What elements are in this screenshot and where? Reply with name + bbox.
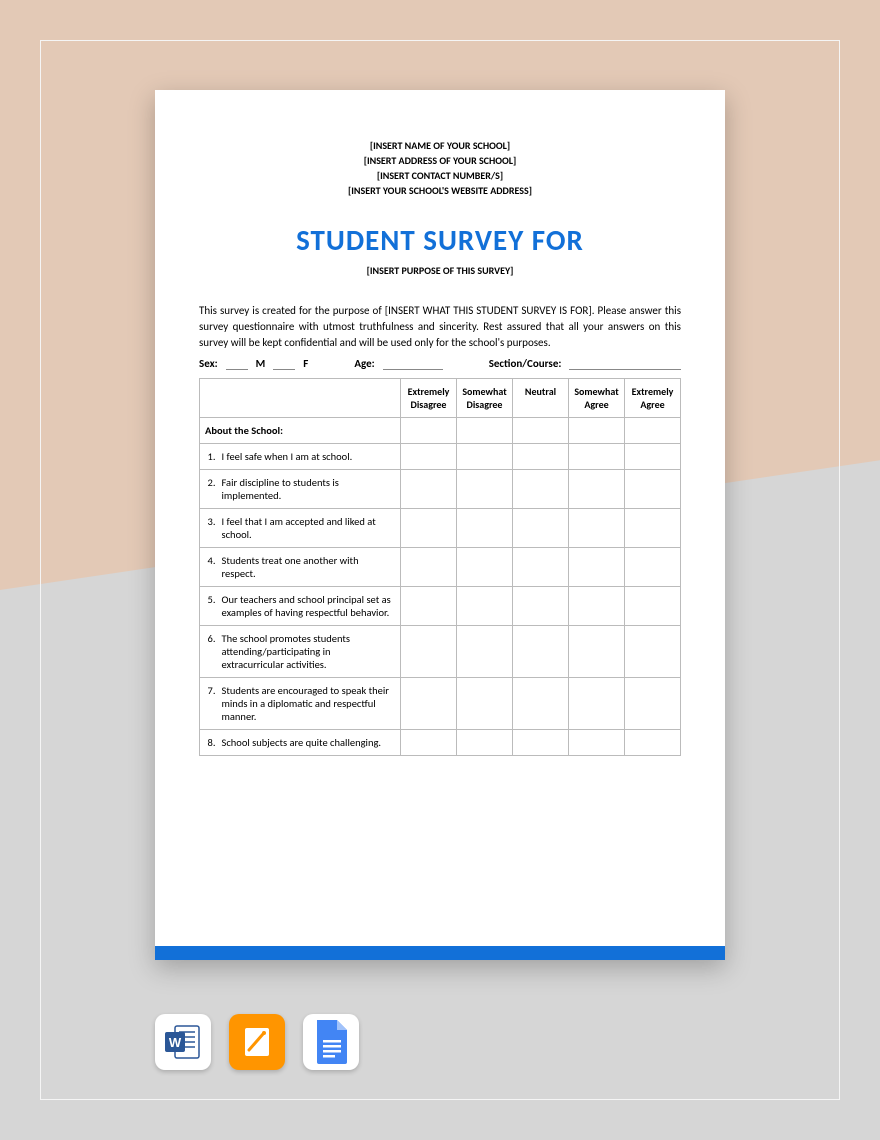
- rating-cell[interactable]: [401, 586, 457, 625]
- rating-cell[interactable]: [569, 677, 625, 729]
- rating-cell[interactable]: [625, 729, 681, 755]
- table-row: 2.Fair discipline to students is impleme…: [200, 469, 681, 508]
- page-subtitle: [INSERT PURPOSE OF THIS SURVEY]: [199, 264, 681, 277]
- rating-cell[interactable]: [569, 469, 625, 508]
- rating-cell[interactable]: [625, 469, 681, 508]
- question-number: 2.: [200, 469, 218, 508]
- rating-cell[interactable]: [569, 547, 625, 586]
- question-text: I feel that I am accepted and liked at s…: [218, 508, 401, 547]
- rating-cell[interactable]: [457, 508, 513, 547]
- rating-cell[interactable]: [401, 508, 457, 547]
- rating-cell[interactable]: [457, 443, 513, 469]
- footer-accent-bar: [155, 946, 725, 960]
- col-header: Somewhat Agree: [569, 378, 625, 417]
- demographics-row: Sex: M F Age: Section/Course:: [199, 357, 681, 370]
- age-label: Age:: [354, 357, 374, 370]
- question-number: 7.: [200, 677, 218, 729]
- word-icon[interactable]: W: [155, 1014, 211, 1070]
- col-header: Neutral: [513, 378, 569, 417]
- question-text: Students are encouraged to speak their m…: [218, 677, 401, 729]
- rating-cell[interactable]: [513, 729, 569, 755]
- rating-cell[interactable]: [513, 469, 569, 508]
- rating-cell[interactable]: [569, 508, 625, 547]
- rating-cell[interactable]: [457, 677, 513, 729]
- rating-cell[interactable]: [569, 443, 625, 469]
- svg-text:W: W: [169, 1035, 182, 1050]
- question-number: 4.: [200, 547, 218, 586]
- rating-cell[interactable]: [401, 443, 457, 469]
- table-row: 4.Students treat one another with respec…: [200, 547, 681, 586]
- table-row: 6.The school promotes students attending…: [200, 625, 681, 677]
- sex-m-blank[interactable]: [226, 357, 248, 370]
- rating-cell[interactable]: [625, 625, 681, 677]
- rating-cell[interactable]: [457, 586, 513, 625]
- question-number: 1.: [200, 443, 218, 469]
- section-label: Section/Course:: [489, 357, 562, 370]
- section-title: About the School:: [200, 417, 401, 443]
- col-header: Extremely Disagree: [401, 378, 457, 417]
- rating-cell[interactable]: [625, 586, 681, 625]
- question-number: 5.: [200, 586, 218, 625]
- question-text: School subjects are quite challenging.: [218, 729, 401, 755]
- rating-cell[interactable]: [401, 625, 457, 677]
- section-row: About the School:: [200, 417, 681, 443]
- question-text: Students treat one another with respect.: [218, 547, 401, 586]
- rating-cell[interactable]: [513, 508, 569, 547]
- table-row: 5.Our teachers and school principal set …: [200, 586, 681, 625]
- section-blank[interactable]: [569, 357, 681, 370]
- question-number: 6.: [200, 625, 218, 677]
- table-row: 3.I feel that I am accepted and liked at…: [200, 508, 681, 547]
- school-contact: [INSERT CONTACT NUMBER/S]: [199, 168, 681, 183]
- m-label: M: [256, 357, 266, 370]
- table-row: 7.Students are encouraged to speak their…: [200, 677, 681, 729]
- question-text: Our teachers and school principal set as…: [218, 586, 401, 625]
- rating-cell[interactable]: [569, 586, 625, 625]
- sex-f-blank[interactable]: [273, 357, 295, 370]
- rating-cell[interactable]: [513, 443, 569, 469]
- rating-cell[interactable]: [401, 469, 457, 508]
- intro-paragraph: This survey is created for the purpose o…: [199, 303, 681, 351]
- question-text: The school promotes students attending/p…: [218, 625, 401, 677]
- question-text: I feel safe when I am at school.: [218, 443, 401, 469]
- rating-cell[interactable]: [625, 677, 681, 729]
- f-label: F: [303, 357, 308, 370]
- table-row: 1.I feel safe when I am at school.: [200, 443, 681, 469]
- rating-cell[interactable]: [625, 443, 681, 469]
- age-blank[interactable]: [383, 357, 443, 370]
- format-icons-row: W: [155, 1014, 359, 1070]
- rating-cell[interactable]: [513, 547, 569, 586]
- table-row: 8.School subjects are quite challenging.: [200, 729, 681, 755]
- rating-cell[interactable]: [513, 677, 569, 729]
- survey-table: Extremely Disagree Somewhat Disagree Neu…: [199, 378, 681, 756]
- rating-cell[interactable]: [401, 547, 457, 586]
- col-header: Somewhat Disagree: [457, 378, 513, 417]
- rating-cell[interactable]: [569, 625, 625, 677]
- rating-cell[interactable]: [513, 586, 569, 625]
- col-header: Extremely Agree: [625, 378, 681, 417]
- page-title: STUDENT SURVEY FOR: [199, 222, 681, 258]
- pages-icon[interactable]: [229, 1014, 285, 1070]
- school-header: [INSERT NAME OF YOUR SCHOOL] [INSERT ADD…: [199, 138, 681, 198]
- rating-cell[interactable]: [569, 729, 625, 755]
- table-header-row: Extremely Disagree Somewhat Disagree Neu…: [200, 378, 681, 417]
- rating-cell[interactable]: [457, 625, 513, 677]
- rating-cell[interactable]: [457, 547, 513, 586]
- gdocs-icon[interactable]: [303, 1014, 359, 1070]
- school-name: [INSERT NAME OF YOUR SCHOOL]: [199, 138, 681, 153]
- school-website: [INSERT YOUR SCHOOL'S WEBSITE ADDRESS]: [199, 183, 681, 198]
- rating-cell[interactable]: [457, 469, 513, 508]
- sex-label: Sex:: [199, 357, 218, 370]
- rating-cell[interactable]: [401, 729, 457, 755]
- school-address: [INSERT ADDRESS OF YOUR SCHOOL]: [199, 153, 681, 168]
- rating-cell[interactable]: [625, 508, 681, 547]
- question-number: 8.: [200, 729, 218, 755]
- document-page: [INSERT NAME OF YOUR SCHOOL] [INSERT ADD…: [155, 90, 725, 960]
- question-text: Fair discipline to students is implement…: [218, 469, 401, 508]
- rating-cell[interactable]: [625, 547, 681, 586]
- question-number: 3.: [200, 508, 218, 547]
- rating-cell[interactable]: [513, 625, 569, 677]
- rating-cell[interactable]: [457, 729, 513, 755]
- rating-cell[interactable]: [401, 677, 457, 729]
